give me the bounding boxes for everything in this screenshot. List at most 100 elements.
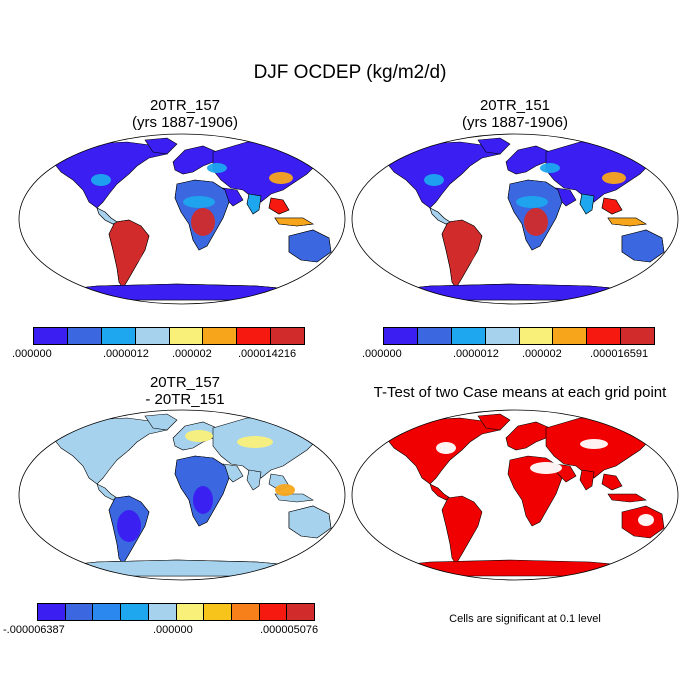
continent-greenland — [144, 137, 178, 155]
panel-2-title-line1: 20TR_151 — [479, 97, 551, 114]
value-patch — [269, 172, 293, 184]
map-border — [18, 409, 346, 581]
value-patch — [448, 230, 476, 266]
map-panel-20tr-151 — [351, 133, 679, 305]
map-border — [18, 133, 346, 305]
panel-2-title: 20TR_151 (yrs 1887-1906) — [350, 97, 680, 131]
colorbar-swatch — [38, 604, 66, 620]
continent-indonesia — [274, 493, 314, 503]
colorbar-swatch — [259, 604, 288, 620]
value-patch — [117, 510, 141, 542]
value-patch — [91, 174, 111, 186]
region-australia — [288, 505, 332, 539]
map-panel-ttest — [351, 409, 679, 581]
map-panel-20tr-157 — [18, 133, 346, 305]
map-panel-difference — [18, 409, 346, 581]
value-patch — [183, 196, 215, 208]
continent-greenland — [144, 413, 178, 431]
value-patch — [191, 208, 215, 236]
colorbar-swatch — [121, 604, 149, 620]
value-patch — [193, 486, 213, 514]
colorbar-swatch — [417, 328, 452, 344]
continent-europe — [505, 145, 551, 175]
region-camerica — [96, 207, 118, 225]
value-patch — [602, 172, 626, 184]
colorbar-1-tick-1: .000000 — [12, 348, 52, 360]
value-patch — [524, 208, 548, 236]
region-seasia — [601, 197, 623, 215]
colorbar-swatch — [67, 328, 102, 344]
panel-2-title-line2: (yrs 1887-1906) — [462, 114, 568, 131]
colorbar-swatch — [148, 604, 177, 620]
value-patch — [237, 436, 273, 448]
map-border — [351, 133, 679, 305]
colorbar-swatch — [169, 328, 204, 344]
colorbar-swatch — [176, 604, 205, 620]
continent-india — [246, 469, 262, 491]
colorbar-2-tick-3: .000002 — [522, 348, 562, 360]
colorbar-swatch — [451, 328, 486, 344]
value-patch — [275, 484, 295, 496]
colorbar-3-tick-3: .000005076 — [260, 624, 319, 636]
continent-seasia — [601, 473, 623, 491]
region-australia — [621, 229, 665, 263]
value-patch — [185, 430, 213, 442]
colorbar-2-tick-1: .000000 — [362, 348, 402, 360]
colorbar-swatch — [101, 328, 136, 344]
colorbar-swatch — [204, 604, 232, 620]
colorbar-swatch — [621, 328, 654, 344]
colorbar-swatch — [271, 328, 304, 344]
value-patch — [424, 174, 444, 186]
continent-indonesia — [607, 493, 647, 503]
region-seasia — [268, 197, 290, 215]
panel-1-title-line1: 20TR_157 — [149, 97, 221, 114]
continent-samerica — [441, 495, 483, 565]
value-patch — [580, 439, 608, 449]
colorbar-1-tick-3: .000002 — [172, 348, 212, 360]
region-indonesia — [274, 217, 314, 227]
region-india — [579, 193, 595, 215]
ttest-note: Cells are significant at 0.1 level — [449, 613, 601, 625]
colorbar-swatch — [384, 328, 418, 344]
colorbar-swatch — [237, 328, 272, 344]
panel-4-title-line1: T-Test of two Case means at each grid po… — [373, 384, 667, 401]
continent-europe — [172, 145, 218, 175]
value-patch — [638, 514, 654, 526]
colorbar-swatch — [231, 604, 260, 620]
colorbar-20tr-151 — [383, 327, 655, 345]
colorbar-2-tick-4: .000016591 — [590, 348, 649, 360]
region-australia — [288, 229, 332, 263]
colorbar-swatch — [485, 328, 520, 344]
panel-3-title: 20TR_157 - 20TR_151 — [20, 374, 350, 408]
colorbar-swatch — [287, 604, 315, 620]
colorbar-1-tick-4: .000014216 — [238, 348, 297, 360]
panel-3-title-line2: - 20TR_151 — [145, 391, 225, 408]
main-title: DJF OCDEP (kg/m2/d) — [253, 62, 447, 83]
colorbar-swatch — [135, 328, 170, 344]
continent-india — [579, 469, 595, 491]
colorbar-difference — [37, 603, 315, 621]
region-camerica — [429, 207, 451, 225]
colorbar-swatch — [519, 328, 554, 344]
colorbar-swatch — [553, 328, 588, 344]
colorbar-swatch — [34, 328, 68, 344]
colorbar-2-tick-2: .0000012 — [453, 348, 499, 360]
panel-1-title: 20TR_157 (yrs 1887-1906) — [20, 97, 350, 131]
colorbar-1-tick-2: .0000012 — [103, 348, 149, 360]
map-border — [351, 409, 679, 581]
colorbar-swatch — [587, 328, 622, 344]
colorbar-3-tick-1: -.000006387 — [3, 624, 65, 636]
region-indonesia — [607, 217, 647, 227]
region-india — [246, 193, 262, 215]
colorbar-swatch — [93, 604, 122, 620]
continent-europe — [505, 421, 551, 451]
colorbar-swatch — [203, 328, 238, 344]
colorbar-20tr-157 — [33, 327, 305, 345]
continent-greenland — [477, 413, 511, 431]
colorbar-3-tick-2: .000000 — [153, 624, 193, 636]
panel-4-title: T-Test of two Case means at each grid po… — [350, 384, 690, 401]
value-patch — [530, 462, 562, 474]
value-patch — [516, 196, 548, 208]
value-patch — [436, 442, 456, 454]
value-patch — [207, 163, 227, 173]
